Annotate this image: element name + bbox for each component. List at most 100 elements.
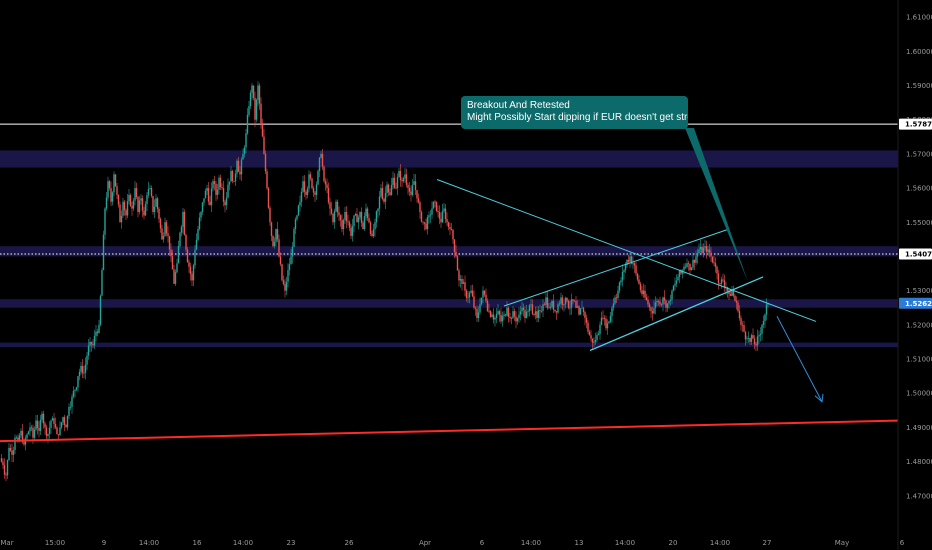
candle-body [413,181,415,185]
candle-body [204,190,207,199]
candle-body [405,174,408,185]
candle-body [83,372,85,374]
candle-body [416,190,418,199]
candle-body [732,290,735,296]
candle-body [315,184,318,195]
candle-body [722,279,724,281]
candle-body [485,294,487,301]
candle-body [612,303,615,308]
candle-body [174,272,177,284]
candle-body [149,188,151,189]
candle-body [233,181,235,182]
candle-body [539,310,541,312]
candle-body [15,437,18,439]
candle-body [69,406,72,408]
candle-body [377,208,379,212]
candle-body [465,290,468,298]
candle-body [206,188,208,191]
candle-body [621,271,624,281]
candle-body [38,428,40,431]
x-tick-label: 14:00 [710,539,730,547]
candle-body [692,259,694,268]
candle-body [387,184,390,193]
candle-body [437,210,439,212]
candle-body [380,188,382,197]
candle-body [122,201,124,216]
candle-body [255,99,258,120]
candle-body [462,282,465,284]
y-tick-label: 1.47000 [906,492,932,500]
candle-body [30,427,33,429]
candle-body [453,239,456,252]
candle-body [420,212,423,222]
candle-body [458,270,460,281]
candle-body [723,280,726,288]
candle-body [558,303,561,305]
candle-body [602,317,604,319]
candle-body [659,301,661,305]
candle-body [192,265,195,281]
candle-body [263,136,265,154]
candle-body [272,235,274,247]
candle-body [354,213,357,216]
x-tick-label: May [835,539,849,547]
candle-body [375,211,378,223]
candle-body [312,188,315,193]
candle-body [476,308,478,318]
candle-body [401,180,403,182]
candle-body [245,133,247,148]
x-axis[interactable]: Mar 15:00 9 14:00 16 14:00 23 26 Apr 6 14:00 13 14:0… [0,539,904,547]
candle-body [759,333,762,336]
candle-body [309,174,312,179]
candle-body [491,314,493,317]
candle-body [342,219,345,230]
candle-body [378,196,381,209]
candle-body [638,279,640,284]
candle-body [101,270,103,296]
candle-body [450,229,453,231]
candle-body [195,239,198,250]
candle-body [675,280,678,284]
candle-body [68,406,70,416]
candle-body [264,153,267,172]
y-tick-label: 1.55000 [906,219,932,227]
zones-layer [0,150,898,348]
candle-body [515,316,517,322]
candle-body [764,314,766,322]
candle-body [287,270,289,282]
candle-body [65,425,67,428]
candle-body [761,324,763,334]
candle-body [674,283,676,286]
candle-body [729,294,732,296]
candle-body [425,223,427,230]
candle-body [497,311,499,314]
candle-body [585,318,588,323]
candle-body [477,312,480,318]
price-label-box [899,248,932,260]
candle-body [716,266,718,274]
candle-body [587,322,589,332]
candle-body [365,208,367,217]
candle-body [197,229,199,240]
candle-body [239,171,241,175]
projection-arrow-shaft [776,316,823,403]
candle-body [318,157,321,171]
candle-body [620,280,622,283]
candle-body [152,196,154,212]
candle-body [456,256,459,271]
candle-body [719,283,721,285]
candle-body [623,270,625,272]
candle-body [629,256,631,262]
annotation-callout[interactable]: Breakout And Retested Might Possibly Sta… [461,96,688,129]
candle-body [390,184,393,195]
candle-body [147,188,150,195]
candle-body [630,256,633,264]
candle-body [0,458,3,462]
candle-body [443,208,445,212]
candle-body [398,170,400,178]
candle-body [665,300,667,308]
candle-body [735,300,738,303]
x-tick-label: 26 [345,539,354,547]
annotation-line-2: Might Possibly Start dipping if EUR does… [467,112,688,123]
